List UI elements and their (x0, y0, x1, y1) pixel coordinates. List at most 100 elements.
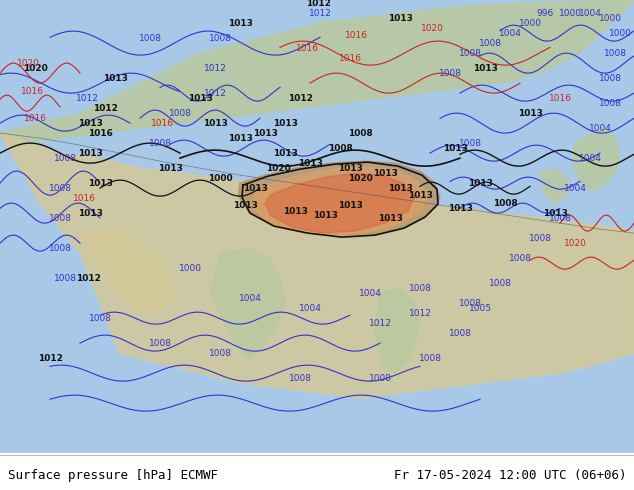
Text: 1005: 1005 (469, 304, 491, 313)
Text: 1000: 1000 (179, 264, 202, 272)
Text: 1008: 1008 (408, 284, 432, 293)
Text: 1013: 1013 (87, 179, 112, 188)
Text: 1008: 1008 (53, 273, 77, 283)
Text: 1008: 1008 (418, 354, 441, 363)
Text: 1008: 1008 (489, 279, 512, 288)
Polygon shape (0, 0, 634, 143)
Text: Surface pressure [hPa] ECMWF: Surface pressure [hPa] ECMWF (8, 469, 217, 482)
Text: 1012: 1012 (368, 318, 391, 328)
Text: 1000: 1000 (598, 14, 621, 23)
Text: 1020: 1020 (23, 64, 48, 73)
Text: 1013: 1013 (188, 94, 212, 102)
Text: 1004: 1004 (498, 28, 521, 38)
Text: 1013: 1013 (103, 74, 127, 83)
Text: 1012: 1012 (309, 9, 332, 18)
Polygon shape (254, 167, 428, 235)
Text: 1013: 1013 (467, 179, 493, 188)
Text: 1008: 1008 (48, 184, 72, 193)
Polygon shape (80, 228, 175, 313)
Text: 1016: 1016 (548, 94, 571, 102)
Text: 1012: 1012 (306, 0, 330, 8)
Text: 1004: 1004 (579, 9, 602, 18)
Text: 1013: 1013 (233, 200, 257, 210)
Polygon shape (540, 168, 570, 203)
Text: 1000: 1000 (609, 28, 631, 38)
Text: 1013: 1013 (387, 14, 413, 23)
Text: 1004: 1004 (564, 184, 586, 193)
Text: 1008: 1008 (604, 49, 626, 58)
Text: 1008: 1008 (328, 144, 353, 152)
Text: 1008: 1008 (479, 39, 501, 48)
Text: 1008: 1008 (347, 128, 372, 138)
Text: 1008: 1008 (148, 139, 172, 147)
Text: 1013: 1013 (337, 164, 363, 172)
Text: 1013: 1013 (297, 159, 323, 168)
Text: 1013: 1013 (472, 64, 498, 73)
Text: 1013: 1013 (273, 148, 297, 158)
Text: 1004: 1004 (579, 154, 602, 163)
Text: 1016: 1016 (339, 53, 361, 63)
Text: 1004: 1004 (359, 289, 382, 297)
Text: 1012: 1012 (408, 309, 432, 318)
Text: 1020: 1020 (347, 173, 372, 183)
Text: 1012: 1012 (204, 89, 226, 98)
Text: 1008: 1008 (458, 49, 481, 58)
Text: 1013: 1013 (448, 204, 472, 213)
Text: 1013: 1013 (443, 144, 467, 152)
Text: 1013: 1013 (77, 148, 103, 158)
Text: Fr 17-05-2024 12:00 UTC (06+06): Fr 17-05-2024 12:00 UTC (06+06) (394, 469, 626, 482)
Text: 1008: 1008 (598, 74, 621, 83)
Text: 1000: 1000 (208, 173, 232, 183)
Text: 1016: 1016 (344, 30, 368, 40)
Polygon shape (265, 173, 415, 233)
Text: 1008: 1008 (48, 244, 72, 253)
Text: 1013: 1013 (313, 211, 337, 220)
Text: 1000: 1000 (559, 9, 581, 18)
Text: 1020: 1020 (564, 239, 586, 247)
Text: 1008: 1008 (209, 34, 231, 43)
Text: 1013: 1013 (202, 119, 228, 127)
Text: 1004: 1004 (299, 304, 321, 313)
Text: 1008: 1008 (89, 314, 112, 322)
Text: 1012: 1012 (204, 64, 226, 73)
Text: 1008: 1008 (169, 109, 191, 118)
Text: 1012: 1012 (93, 103, 117, 113)
Text: 1008: 1008 (448, 329, 472, 338)
Text: 1013: 1013 (378, 214, 403, 222)
Text: 1020: 1020 (266, 164, 290, 172)
Text: 1008: 1008 (529, 234, 552, 243)
Text: 1013: 1013 (283, 207, 307, 216)
Text: 1013: 1013 (337, 200, 363, 210)
Text: 1012: 1012 (37, 354, 62, 363)
Text: 1013: 1013 (228, 19, 252, 27)
Text: 1008: 1008 (138, 34, 162, 43)
Polygon shape (238, 161, 440, 235)
Text: 1008: 1008 (209, 348, 231, 358)
Text: 1020: 1020 (420, 24, 443, 33)
Text: 1008: 1008 (53, 154, 77, 163)
Text: 1016: 1016 (295, 44, 318, 52)
Text: 1008: 1008 (548, 214, 571, 222)
Text: 1016: 1016 (87, 128, 112, 138)
Text: 1013: 1013 (243, 184, 268, 193)
Text: 1013: 1013 (517, 109, 543, 118)
Text: 1008: 1008 (598, 98, 621, 108)
Text: 1013: 1013 (373, 169, 398, 177)
Text: 1000: 1000 (519, 19, 541, 27)
Polygon shape (0, 133, 634, 398)
Polygon shape (210, 248, 285, 358)
Text: 1013: 1013 (77, 209, 103, 218)
Text: 1013: 1013 (543, 209, 567, 218)
Text: 1016: 1016 (72, 194, 96, 203)
Text: 1008: 1008 (148, 339, 172, 347)
Text: 1008: 1008 (439, 69, 462, 77)
Text: 1012: 1012 (75, 94, 98, 102)
Text: 1008: 1008 (458, 298, 481, 308)
Text: 1008: 1008 (368, 373, 392, 383)
Text: 1013: 1013 (228, 134, 252, 143)
Text: 1008: 1008 (508, 254, 531, 263)
Text: 1008: 1008 (458, 139, 481, 147)
Text: 1016: 1016 (150, 119, 174, 127)
Text: 1012: 1012 (288, 94, 313, 102)
Polygon shape (572, 128, 620, 191)
